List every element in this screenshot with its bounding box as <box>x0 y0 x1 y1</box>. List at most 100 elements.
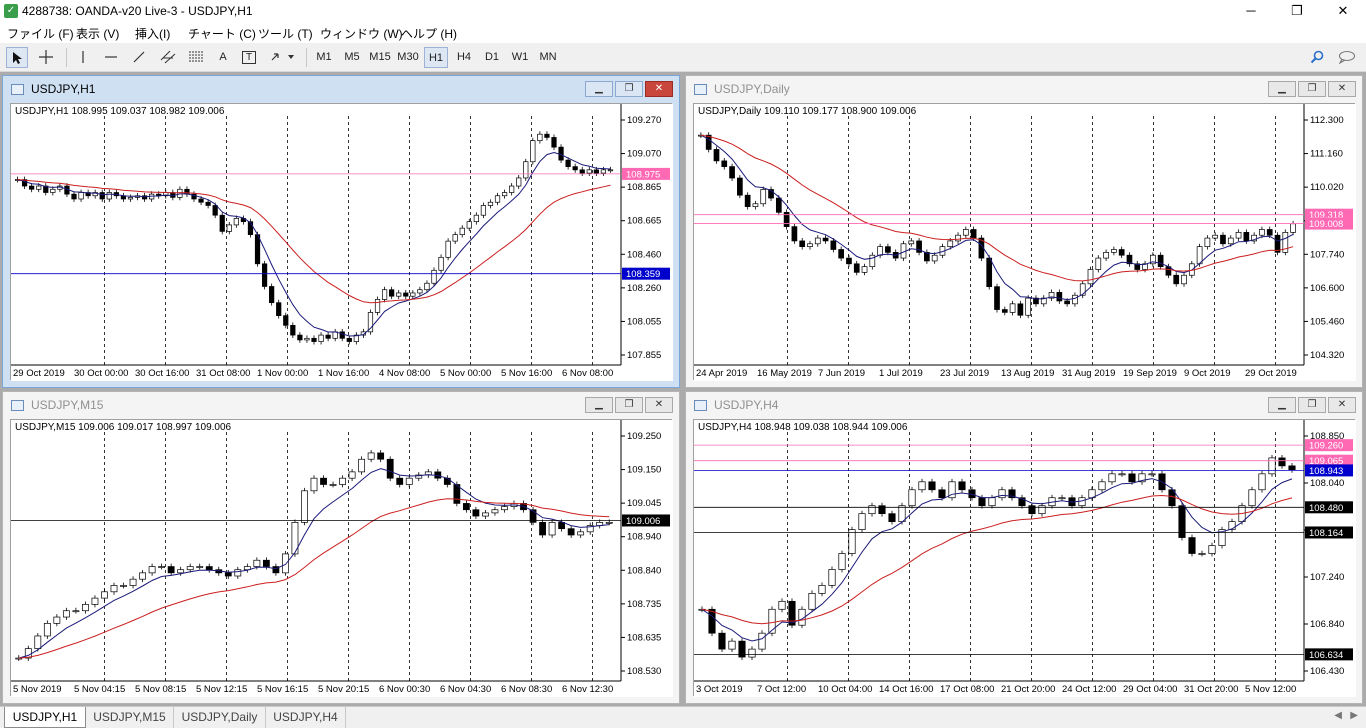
menu-insert[interactable]: 挿入(I) <box>135 27 171 41</box>
text-tool-icon[interactable]: A <box>219 51 227 63</box>
tab-usdjpy-daily[interactable]: USDJPY,Daily <box>174 707 266 728</box>
timeframe-mn-button[interactable]: MN <box>539 51 557 63</box>
candle-body <box>1018 497 1026 507</box>
chart-svg[interactable]: 24 Apr 2019 16 May 2019 7 Jun 2019 1 Jul 20… <box>694 104 1356 381</box>
chart-area[interactable]: 3 Oct 2019 7 Oct 12:00 10 Oct 04:00 14 Oct … <box>693 419 1356 697</box>
close-window-icon[interactable]: ✕ <box>645 81 673 97</box>
candle-body <box>311 337 317 342</box>
timeframe-w1-button[interactable]: W1 <box>511 51 529 63</box>
tab-usdjpy-h1[interactable]: USDJPY,H1 <box>4 707 86 728</box>
tab-scroll-left-icon[interactable]: ◀ <box>1334 710 1342 721</box>
chart-window-titlebar[interactable]: USDJPY,H1 ▁ ❐ ✕ <box>3 76 679 102</box>
minimize-window-icon[interactable]: ▁ <box>1268 397 1296 413</box>
chat-icon[interactable] <box>1334 47 1360 68</box>
close-window-icon[interactable]: ✕ <box>645 397 673 413</box>
time-tick-label: 17 Oct 08:00 <box>940 684 994 695</box>
horizontal-line-tool-icon[interactable] <box>100 47 122 68</box>
candle-body <box>705 134 712 150</box>
candle-body <box>878 505 886 515</box>
minimize-window-icon[interactable]: ▁ <box>585 397 613 413</box>
cursor-tool-icon[interactable] <box>6 47 28 68</box>
timeframe-h4-button[interactable]: H4 <box>456 51 472 63</box>
chart-svg[interactable]: 5 Nov 2019 5 Nov 04:15 5 Nov 08:15 5 Nov 12… <box>11 420 673 697</box>
timeframe-m5-button[interactable]: M5 <box>344 51 360 63</box>
time-tick-label: 30 Oct 16:00 <box>135 368 189 379</box>
candle-body <box>196 566 204 568</box>
candle-body <box>1235 232 1242 239</box>
time-tick-label: 1 Jul 2019 <box>879 368 923 379</box>
time-tick-label: 16 May 2019 <box>757 368 812 379</box>
restore-window-icon[interactable]: ❐ <box>1298 397 1326 413</box>
candle-body <box>453 484 461 504</box>
candle-body <box>1178 505 1186 538</box>
candle-body <box>861 266 868 273</box>
maximize-button[interactable]: ❐ <box>1291 3 1303 18</box>
timeframe-m30-button[interactable]: M30 <box>397 51 419 63</box>
timeframe-m1-button[interactable]: M1 <box>316 51 332 63</box>
equidistant-channel-tool-icon[interactable] <box>156 47 180 68</box>
close-window-icon[interactable]: ✕ <box>1328 81 1356 97</box>
chart-window-titlebar[interactable]: USDJPY,H4 ▁ ❐ ✕ <box>686 392 1362 418</box>
chart-window-titlebar[interactable]: USDJPY,M15 ▁ ❐ ✕ <box>3 392 679 418</box>
candle-body <box>1134 263 1141 270</box>
candle-body <box>1282 232 1289 253</box>
text-label-tool-glyph: T <box>241 51 257 64</box>
chart-svg[interactable]: 29 Oct 2019 30 Oct 00:00 30 Oct 16:00 31 Oc… <box>11 104 673 381</box>
chart-area[interactable]: 24 Apr 2019 16 May 2019 7 Jun 2019 1 Jul 20… <box>693 103 1356 381</box>
fibonacci-tool-icon[interactable] <box>184 47 208 68</box>
candle-body <box>1098 481 1106 491</box>
candle-body <box>593 169 599 174</box>
candle-body <box>818 585 826 594</box>
price-tick-label: 108.665 <box>627 216 661 227</box>
menu-view[interactable]: 表示 (V) <box>76 27 120 41</box>
tab-scroll-right-icon[interactable]: ▶ <box>1350 710 1358 721</box>
minimize-window-icon[interactable]: ▁ <box>585 81 613 97</box>
time-tick-label: 29 Oct 04:00 <box>1123 684 1177 695</box>
menu-chart[interactable]: チャート (C) <box>188 27 256 41</box>
menu-file[interactable]: ファイル (F) <box>7 27 74 41</box>
tab-usdjpy-m15[interactable]: USDJPY,M15 <box>86 707 174 728</box>
menu-window[interactable]: ウィンドウ (W) <box>320 27 403 41</box>
candle-body <box>830 240 837 250</box>
candle-body <box>389 289 395 297</box>
minimize-button[interactable]: ─ <box>1246 3 1256 18</box>
chart-area[interactable]: 5 Nov 2019 5 Nov 04:15 5 Nov 08:15 5 Nov 12… <box>10 419 673 697</box>
title-bar: ✓ 4288738: OANDA-v20 Live-3 - USDJPY,H1 … <box>0 0 1366 22</box>
time-tick-label: 23 Jul 2019 <box>940 368 989 379</box>
restore-window-icon[interactable]: ❐ <box>615 397 643 413</box>
chart-area[interactable]: 29 Oct 2019 30 Oct 00:00 30 Oct 16:00 31 Oc… <box>10 103 673 381</box>
minimize-window-icon[interactable]: ▁ <box>1268 81 1296 97</box>
chart-window-titlebar[interactable]: USDJPY,Daily ▁ ❐ ✕ <box>686 76 1362 102</box>
tab-usdjpy-h4[interactable]: USDJPY,H4 <box>266 707 346 728</box>
candle-body <box>320 477 327 485</box>
chart-svg[interactable]: 3 Oct 2019 7 Oct 12:00 10 Oct 04:00 14 Oct … <box>694 420 1356 697</box>
text-label-tool-icon[interactable]: T <box>238 47 260 68</box>
timeframe-d1-button[interactable]: D1 <box>484 51 500 63</box>
restore-window-icon[interactable]: ❐ <box>615 81 643 97</box>
candle-body <box>487 201 494 206</box>
candle-body <box>928 481 936 491</box>
chart-window-h1[interactable]: USDJPY,H1 ▁ ❐ ✕ 29 Oct 2019 30 Oct 00:00 3… <box>2 75 680 388</box>
search-icon[interactable] <box>1306 47 1328 68</box>
candle-body <box>253 559 261 567</box>
arrows-tool-icon[interactable] <box>266 47 298 68</box>
time-tick-label: 1 Nov 00:00 <box>257 368 308 379</box>
chart-window-m15[interactable]: USDJPY,M15 ▁ ❐ ✕ 5 Nov 2019 5 Nov 04:15 5 … <box>2 391 680 704</box>
trendline-tool-icon[interactable] <box>128 47 150 68</box>
restore-window-icon[interactable]: ❐ <box>1298 81 1326 97</box>
vertical-line-tool-icon[interactable] <box>72 47 94 68</box>
close-button[interactable]: ✕ <box>1337 3 1349 18</box>
candle-body <box>1118 473 1126 476</box>
menu-tools[interactable]: ツール (T) <box>258 27 313 41</box>
chart-window-daily[interactable]: USDJPY,Daily ▁ ❐ ✕ 24 Apr 2019 16 May 201… <box>685 75 1363 388</box>
chart-window-h4[interactable]: USDJPY,H4 ▁ ❐ ✕ 3 Oct 2019 7 Oct 12:00 10 … <box>685 391 1363 704</box>
candle-body <box>1258 473 1266 491</box>
timeframe-m15-button[interactable]: M15 <box>369 51 391 63</box>
close-window-icon[interactable]: ✕ <box>1328 397 1356 413</box>
price-tick-label: 106.840 <box>1310 619 1344 630</box>
menu-help[interactable]: ヘルプ (H) <box>401 27 457 41</box>
timeframe-h1-button[interactable]: H1 <box>424 47 448 68</box>
candle-body <box>1038 505 1046 515</box>
candle-body <box>1266 229 1273 236</box>
crosshair-tool-icon[interactable] <box>34 47 58 68</box>
